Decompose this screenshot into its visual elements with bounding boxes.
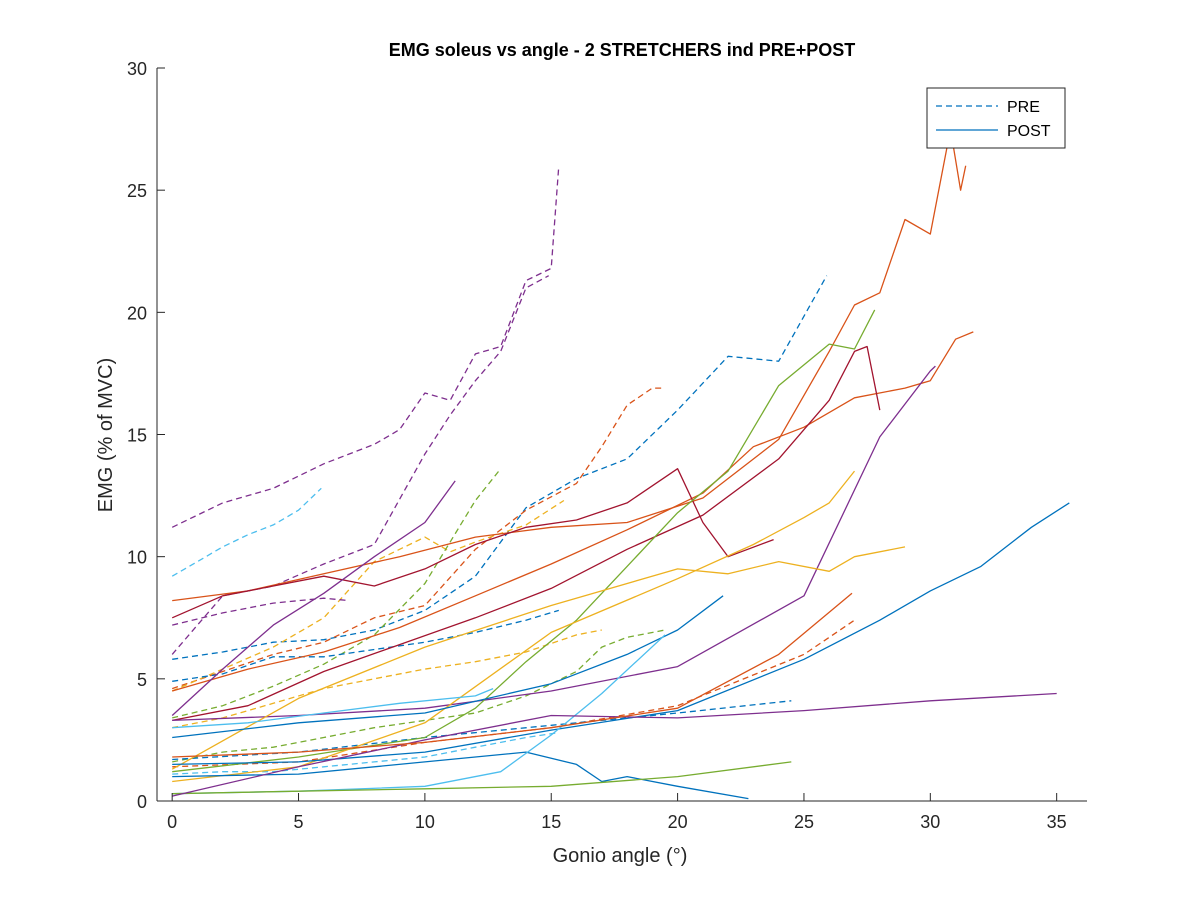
post-series-line-14 [172,128,967,602]
y-axis-label: EMG (% of MVC) [95,358,117,512]
pre-series-line-1 [171,275,550,655]
pre-series-line-4 [171,387,665,690]
pre-series-line-7 [172,609,559,682]
x-tick-label: 30 [920,812,940,832]
post-series-line-25 [172,751,749,800]
post-series-line-15 [172,331,974,692]
pre-series-line-10 [172,597,350,626]
legend: PRE POST [926,87,1066,149]
y-tick-label: 15 [127,426,147,446]
post-series-line-19 [172,365,936,722]
y-tick-label: 30 [127,59,147,79]
legend-label-post: POST [1007,123,1051,140]
chart-title: EMG soleus vs angle - 2 STRETCHERS ind P… [389,40,856,60]
post-series-line-21 [172,470,856,783]
post-series-line-28 [172,761,792,795]
pre-series-line-6 [172,468,502,719]
y-tick-label: 0 [137,792,147,812]
post-series-line-18 [171,480,456,716]
post-series-line-27 [172,687,494,729]
legend-label-pre: PRE [1007,99,1040,116]
y-tick-label: 5 [137,670,147,690]
post-series-line-23 [172,502,1070,766]
x-tick-label: 35 [1047,812,1067,832]
series-layer [171,128,1070,800]
pre-series-line-0 [171,165,560,528]
x-tick-label: 0 [167,812,177,832]
ticks-layer: 0 5 10 15 20 25 30 35 0 5 10 15 20 25 30 [127,59,1067,832]
post-series-line-16 [172,345,881,722]
y-tick-label: 25 [127,181,147,201]
x-tick-label: 20 [668,812,688,832]
x-tick-label: 25 [794,812,814,832]
post-series-line-17 [171,468,774,619]
legend-box [926,87,1066,149]
x-tick-label: 5 [294,812,304,832]
pre-series-line-2 [171,487,322,577]
y-tick-label: 20 [127,303,147,323]
x-tick-label: 15 [541,812,561,832]
post-series-line-22 [171,546,906,770]
pre-series-line-12 [172,731,559,775]
pre-series-line-8 [172,629,602,729]
post-series-line-24 [172,595,724,739]
x-tick-label: 10 [415,812,435,832]
pre-series-line-9 [172,629,666,763]
post-series-line-29 [172,692,1057,797]
post-series-line-30 [172,592,853,758]
post-series-line-20 [172,309,876,773]
x-axis-label: Gonio angle (°) [553,845,688,867]
y-tick-label: 10 [127,548,147,568]
